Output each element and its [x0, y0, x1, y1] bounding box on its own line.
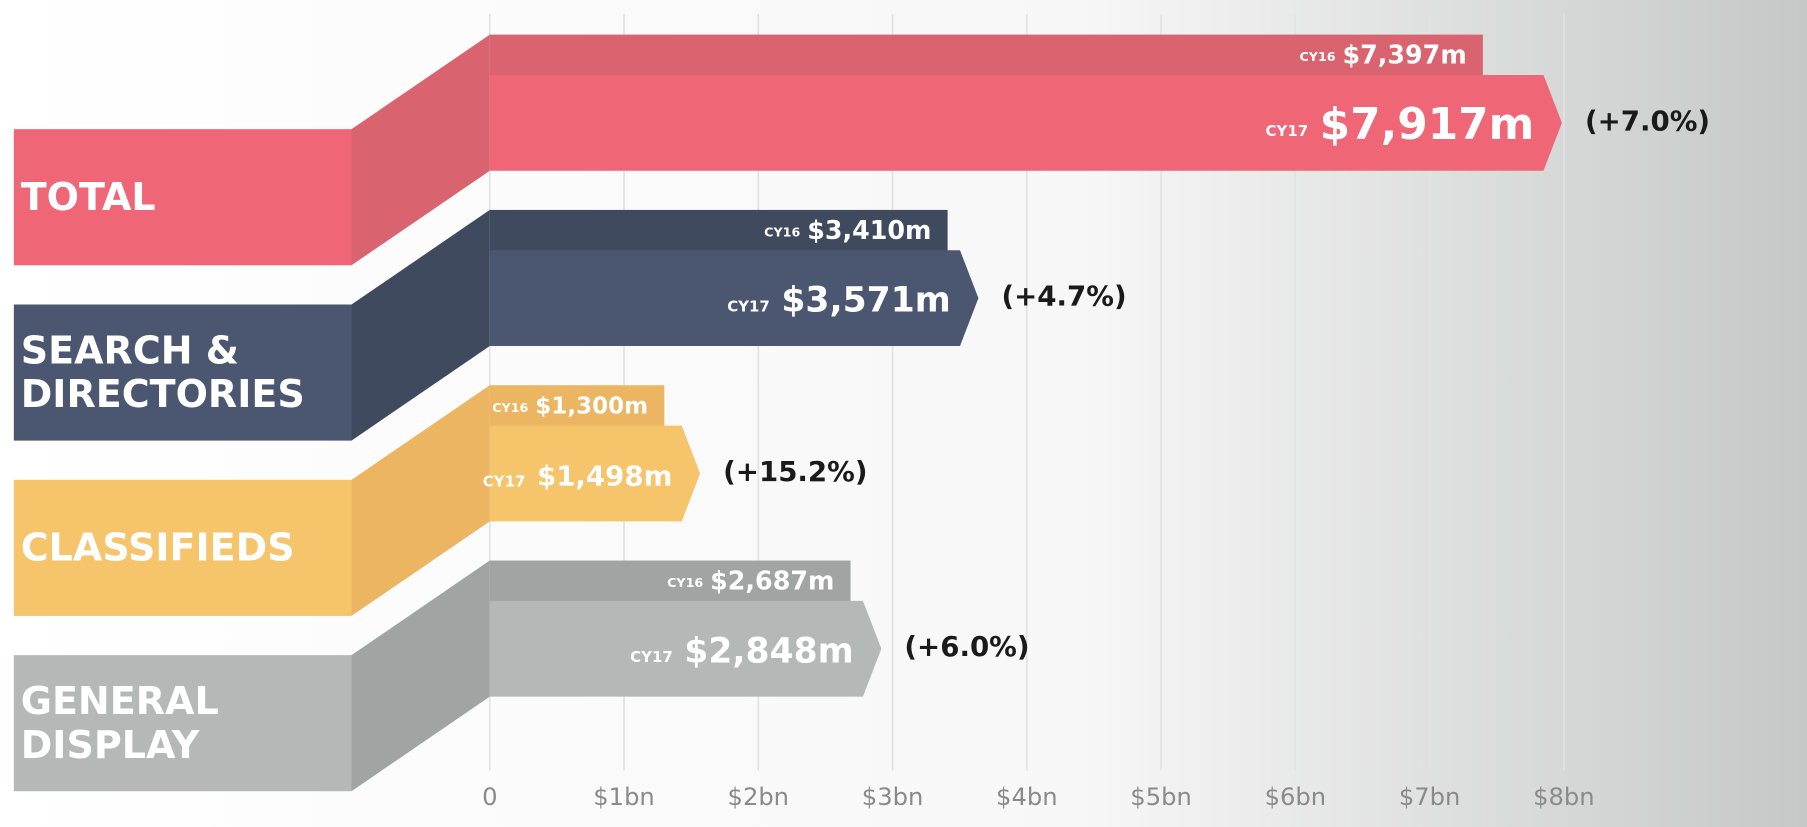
connector — [351, 209, 490, 441]
category-label: GENERAL DISPLAY — [20, 678, 219, 768]
x-tick-label: $5bn — [1130, 783, 1191, 811]
value-label: $2,687m — [710, 565, 834, 595]
series-label: CY17 — [727, 297, 770, 315]
category-label: TOTAL — [20, 174, 156, 220]
series-label: CY17 — [1266, 122, 1309, 140]
bar-cy17 — [489, 600, 882, 697]
x-tick-label: $6bn — [1265, 783, 1326, 811]
bar-cy16 — [489, 209, 948, 252]
value-label: $1,300m — [535, 394, 648, 420]
category-box — [13, 129, 352, 266]
value-label: $7,917m — [1320, 99, 1535, 150]
series-label: CY16 — [667, 575, 703, 590]
category-label-box: TOTAL — [20, 174, 156, 220]
x-tick-label: $8bn — [1533, 783, 1594, 811]
category-label: CLASSIFIEDS — [20, 524, 295, 570]
x-tick-label: 0 — [482, 783, 497, 811]
series-label: CY16 — [492, 400, 528, 415]
value-label: $3,571m — [781, 281, 950, 321]
annotation: (+4.7%) — [1001, 280, 1126, 313]
category-label: SEARCH & DIRECTORIES — [20, 327, 305, 417]
x-tick-label: $2bn — [728, 783, 789, 811]
annotation: (+6.0%) — [904, 630, 1029, 663]
category-label-box: CLASSIFIEDS — [20, 524, 295, 570]
category-box — [13, 655, 352, 792]
series-label: CY17 — [483, 473, 526, 491]
value-label: $2,848m — [684, 631, 853, 671]
annotation: (+7.0%) — [1585, 104, 1710, 137]
x-tick-label: $4bn — [996, 783, 1057, 811]
x-tick-label: $1bn — [593, 783, 654, 811]
connector — [351, 560, 490, 792]
x-tick-label: $7bn — [1399, 783, 1460, 811]
bar-cy16 — [489, 385, 665, 427]
category-label-box: SEARCH & DIRECTORIES — [20, 327, 305, 417]
value-label: $3,410m — [807, 215, 931, 245]
bar-cy17 — [489, 74, 1562, 171]
value-label: $1,498m — [537, 460, 672, 493]
connector — [351, 385, 490, 616]
annotation: (+15.2%) — [723, 455, 867, 488]
connector — [351, 34, 490, 266]
x-tick-label: $3bn — [862, 783, 923, 811]
category-label-box: GENERAL DISPLAY — [20, 678, 219, 768]
bar-cy17 — [489, 250, 979, 347]
bar-cy17 — [489, 425, 701, 522]
bar-cy16 — [489, 34, 1483, 77]
series-label: CY17 — [630, 648, 673, 666]
series-label: CY16 — [764, 224, 800, 239]
series-label: CY16 — [1299, 49, 1335, 64]
value-label: $7,397m — [1343, 40, 1467, 70]
bar-cy16 — [489, 560, 851, 603]
category-box — [13, 304, 352, 441]
category-box — [13, 479, 352, 616]
